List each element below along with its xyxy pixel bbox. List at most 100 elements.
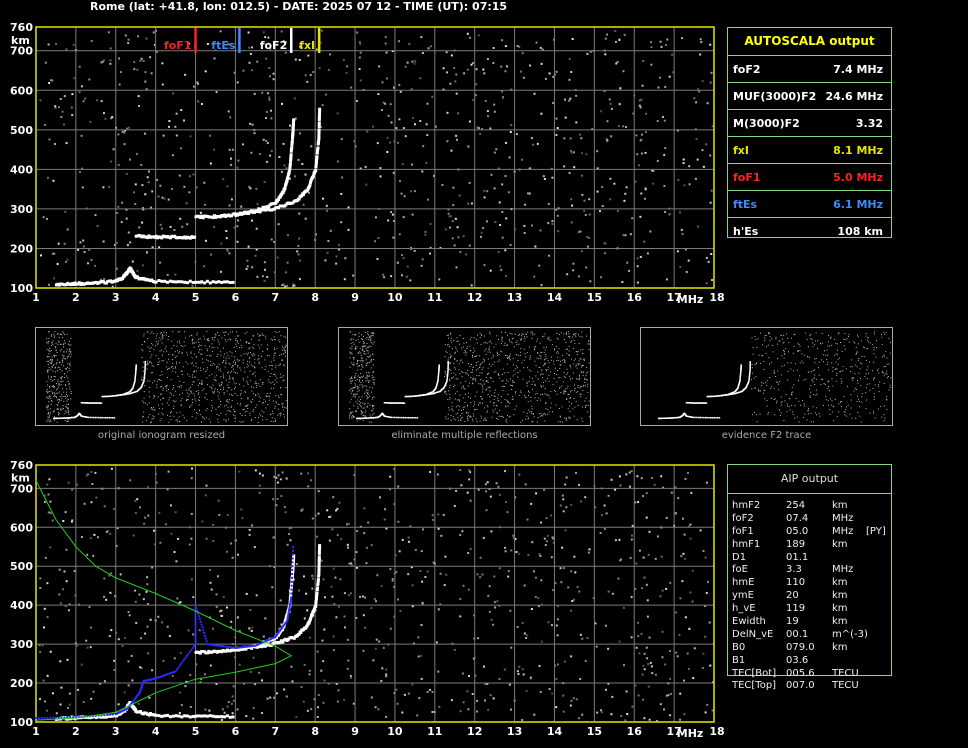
- noise-dot: [425, 161, 428, 164]
- noise-dot: [366, 130, 369, 133]
- thumb-trace: [140, 386, 143, 388]
- aip-unit: km: [832, 603, 848, 615]
- thumb-noise: [455, 406, 457, 408]
- noise-dot: [457, 112, 460, 115]
- thumb-noise: [51, 385, 53, 387]
- noise-dot: [645, 516, 648, 519]
- noise-dot: [699, 38, 702, 41]
- noise-dot: [401, 538, 404, 541]
- thumb-trace: [62, 417, 64, 419]
- thumb-noise: [371, 398, 373, 400]
- noise-dot: [460, 484, 463, 487]
- noise-dot: [365, 183, 368, 186]
- noise-dot: [96, 99, 99, 102]
- thumb-noise: [494, 408, 496, 410]
- thumb-noise: [528, 346, 530, 348]
- noise-dot: [501, 211, 504, 213]
- thumb-noise: [240, 355, 242, 357]
- noise-dot: [656, 159, 659, 162]
- trace-point: [290, 588, 293, 591]
- noise-dot: [336, 534, 339, 537]
- thumb-noise: [63, 373, 65, 375]
- noise-dot: [81, 167, 84, 170]
- thumb-noise: [469, 416, 471, 418]
- noise-dot: [249, 122, 252, 125]
- trace-point: [241, 646, 244, 649]
- thumb-noise: [52, 340, 54, 342]
- noise-dot: [63, 242, 66, 245]
- noise-dot: [534, 245, 537, 248]
- thumb-noise: [229, 399, 231, 401]
- thumb-noise: [511, 389, 513, 390]
- thumb-noise: [543, 381, 544, 383]
- noise-dot: [312, 71, 315, 73]
- thumb-noise: [371, 409, 373, 411]
- thumb-trace: [98, 416, 100, 419]
- thumb-noise: [163, 351, 165, 353]
- noise-dot: [652, 182, 655, 185]
- thumb-noise: [570, 367, 572, 369]
- trace-point: [205, 714, 209, 718]
- noise-dot: [159, 223, 162, 226]
- noise-dot: [615, 62, 618, 65]
- noise-dot: [285, 271, 288, 274]
- noise-dot: [120, 221, 123, 224]
- noise-dot: [64, 210, 67, 213]
- noise-dot: [133, 61, 136, 64]
- thumb-noise: [361, 365, 363, 367]
- noise-dot: [618, 103, 621, 106]
- noise-dot: [638, 549, 641, 552]
- trace-point: [161, 674, 164, 677]
- noise-dot: [322, 660, 325, 663]
- thumb-noise: [166, 332, 167, 334]
- thumb-noise: [281, 403, 283, 405]
- thumb-noise: [67, 381, 69, 382]
- thumb-noise: [151, 354, 153, 356]
- thumb-noise: [356, 363, 357, 365]
- thumb-noise: [174, 351, 176, 353]
- thumb-noise: [268, 365, 270, 367]
- thumb-noise: [200, 353, 202, 355]
- noise-dot: [410, 190, 413, 193]
- thumb-noise: [48, 367, 50, 369]
- noise-dot: [488, 610, 491, 613]
- thumb-noise: [225, 341, 227, 343]
- thumb-noise: [211, 391, 213, 393]
- thumb-noise: [221, 381, 223, 383]
- thumb-noise: [350, 413, 352, 415]
- thumb-noise: [217, 366, 219, 368]
- thumb-noise: [209, 360, 211, 362]
- thumb-noise: [167, 402, 169, 404]
- trace-point: [290, 146, 294, 150]
- autoscala-param: h'Es: [733, 224, 759, 238]
- thumb-noise: [556, 352, 558, 354]
- thumb-trace: [85, 416, 87, 418]
- thumb-noise: [359, 377, 361, 379]
- aip-value: 07.4: [786, 512, 809, 524]
- thumb-noise: [445, 418, 447, 420]
- thumb-noise: [231, 389, 233, 391]
- noise-dot: [694, 177, 697, 180]
- noise-dot: [472, 657, 475, 660]
- thumb-noise: [47, 370, 49, 372]
- thumb-noise: [509, 415, 511, 417]
- noise-dot: [693, 647, 696, 650]
- thumb-noise: [183, 341, 185, 343]
- noise-dot: [311, 587, 314, 590]
- thumb-noise: [231, 352, 233, 354]
- noise-dot: [285, 477, 288, 480]
- thumb-noise: [282, 402, 284, 404]
- noise-dot: [683, 533, 686, 536]
- thumb-noise: [202, 417, 204, 419]
- thumb-noise: [241, 346, 243, 348]
- noise-dot: [629, 556, 632, 559]
- noise-dot: [664, 147, 667, 150]
- thumb-noise: [198, 351, 200, 353]
- thumb-noise: [365, 331, 366, 333]
- autoscala-row: MUF(3000)F2 24.6 MHz: [728, 82, 891, 109]
- noise-dot: [161, 621, 164, 624]
- trace-point: [267, 639, 270, 642]
- noise-dot: [255, 187, 258, 190]
- thumb-noise: [239, 421, 241, 423]
- noise-dot: [551, 692, 554, 695]
